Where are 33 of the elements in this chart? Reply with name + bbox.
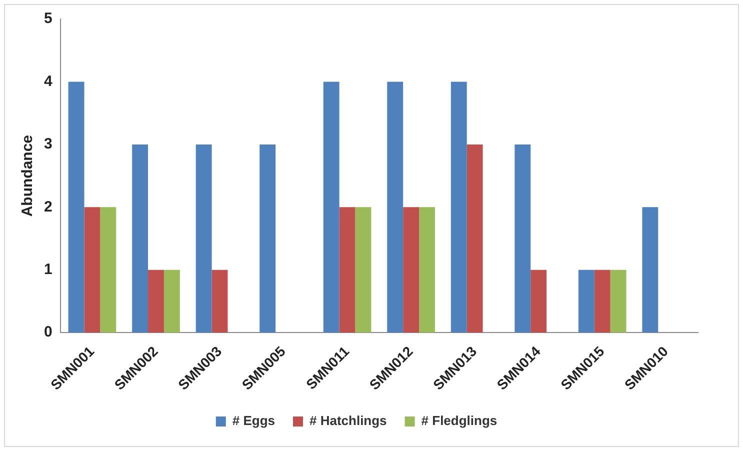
bar: [164, 270, 180, 333]
bar: [148, 270, 164, 333]
bar: [68, 82, 84, 333]
bar: [387, 82, 404, 333]
bar: [642, 207, 658, 333]
y-axis-title: Abundance: [19, 134, 36, 217]
bar: [610, 270, 626, 333]
bar: [196, 144, 212, 333]
bar: [323, 82, 340, 333]
y-tick-label: 4: [44, 72, 53, 90]
bar: [355, 207, 372, 333]
bar: [403, 207, 420, 333]
bar: [132, 144, 148, 333]
y-tick-label: 5: [44, 10, 52, 28]
bar: [419, 207, 435, 333]
bar: [450, 82, 467, 333]
bar: [100, 207, 116, 333]
legend-label: # Eggs: [232, 413, 275, 428]
bar: [339, 207, 356, 333]
bar: [578, 270, 594, 333]
y-tick-label: 3: [44, 136, 52, 153]
bar: [514, 144, 531, 333]
legend-label: # Fledglings: [421, 413, 498, 428]
y-tick-label: 2: [44, 198, 52, 216]
y-tick-label: 1: [44, 261, 52, 278]
legend-label: # Hatchlings: [309, 413, 387, 428]
bar: [212, 270, 228, 333]
bar: [84, 207, 100, 333]
bar: [594, 270, 610, 333]
bar: [530, 270, 547, 333]
bar: [466, 144, 483, 333]
bar: [260, 144, 276, 333]
y-tick-label: 0: [44, 324, 52, 341]
